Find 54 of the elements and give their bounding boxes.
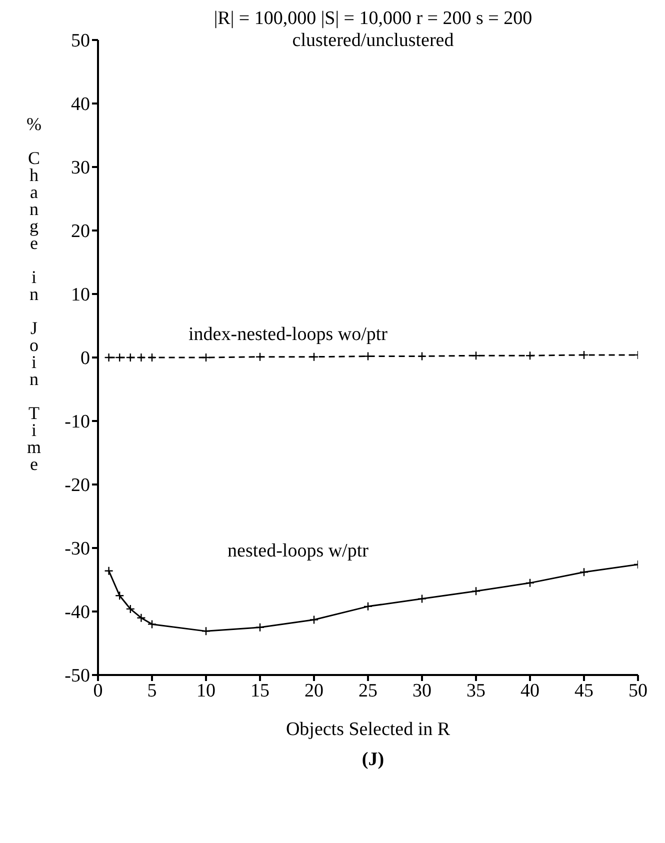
- point: [255, 352, 265, 362]
- y-tick-label: 10: [71, 284, 90, 306]
- point: [126, 352, 135, 362]
- x-tick-label: 0: [93, 680, 103, 702]
- point: [136, 352, 146, 362]
- point: [115, 591, 124, 600]
- point: [525, 350, 535, 360]
- point: [104, 352, 114, 362]
- y-tick-label: -30: [64, 538, 90, 560]
- point: [104, 566, 114, 576]
- point: [147, 352, 157, 362]
- x-tick-label: 25: [358, 680, 378, 702]
- y-tick-label: 50: [71, 30, 90, 52]
- point: [309, 352, 319, 362]
- y-tick-label: 20: [71, 221, 90, 242]
- point: [309, 615, 319, 624]
- y-tick-label: -50: [64, 666, 90, 687]
- x-tick-label: 45: [574, 680, 594, 702]
- point: [126, 604, 135, 614]
- y-tick-label: 0: [80, 348, 90, 370]
- x-tick-label: 20: [304, 680, 324, 702]
- y-tick-label: 30: [71, 158, 90, 179]
- point: [579, 568, 589, 577]
- x-tick-label: 5: [147, 680, 157, 702]
- point: [115, 352, 124, 362]
- x-tick-label: 15: [250, 680, 270, 702]
- point: [471, 350, 481, 360]
- point: [417, 352, 427, 361]
- chart-subtitle: clustered/unclustered: [292, 30, 454, 51]
- point: [201, 626, 211, 636]
- point: [147, 620, 157, 629]
- y-tick-label: -40: [64, 602, 90, 624]
- point: [417, 594, 427, 604]
- text: % Change in Join Time: [26, 114, 42, 474]
- x-tick-label: 30: [412, 680, 432, 702]
- x-tick-label: 35: [466, 680, 486, 702]
- series-label: index-nested-loops wo/ptr: [188, 324, 388, 346]
- point: [136, 613, 146, 622]
- point: [525, 578, 535, 588]
- text: nested-loops w/ptr: [228, 540, 370, 562]
- y-tick-label: -20: [64, 475, 90, 496]
- x-axis-title: Objects Selected in R: [286, 719, 450, 740]
- x-tick-label: 40: [520, 680, 540, 702]
- point: [363, 602, 373, 612]
- point: [579, 350, 589, 360]
- x-tick-label: 50: [628, 680, 648, 702]
- point: [201, 352, 211, 362]
- y-tick-label: -10: [64, 412, 90, 433]
- point: [255, 622, 265, 632]
- chart-title: |R| = 100,000 |S| = 10,000 r = 200 s = 200: [212, 8, 534, 30]
- y-tick-label: 40: [71, 94, 90, 116]
- point: [471, 586, 481, 596]
- x-tick-label: 10: [196, 680, 216, 702]
- text: (J): [360, 749, 386, 771]
